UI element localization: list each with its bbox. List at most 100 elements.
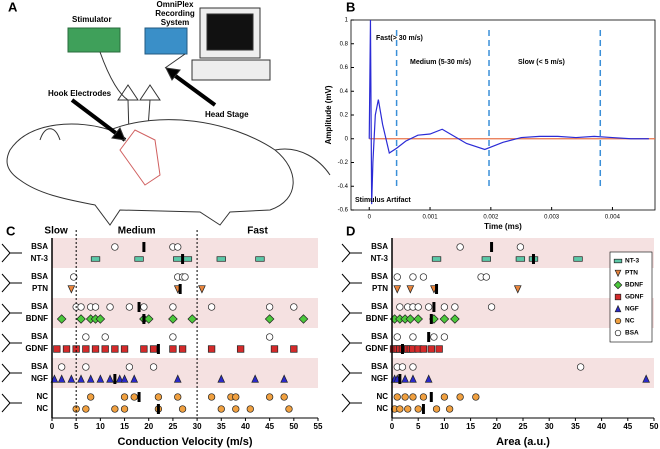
label: Stimulator xyxy=(72,15,112,24)
point xyxy=(232,393,240,401)
row-label: NC xyxy=(36,404,48,413)
point xyxy=(216,256,226,262)
point xyxy=(409,363,417,371)
point xyxy=(140,303,148,311)
median xyxy=(432,302,436,312)
point xyxy=(178,405,187,413)
point xyxy=(56,314,67,324)
point xyxy=(642,374,650,383)
point xyxy=(62,345,71,353)
point xyxy=(95,314,106,324)
x-tick-label: 50 xyxy=(289,422,298,431)
point xyxy=(393,273,401,281)
point xyxy=(57,374,66,383)
median xyxy=(398,374,402,384)
row-label: BSA xyxy=(371,362,388,371)
row-band xyxy=(392,358,654,388)
point xyxy=(169,345,177,353)
row-label: BSA xyxy=(31,242,48,251)
median xyxy=(178,284,182,294)
point xyxy=(265,393,274,401)
x-tick-label: 0.002 xyxy=(483,215,499,221)
point xyxy=(187,314,198,324)
y-tick-label: 0.6 xyxy=(340,65,349,71)
nerve-glyph xyxy=(1,303,22,323)
x-tick-label: 10 xyxy=(96,422,105,431)
median xyxy=(113,374,117,384)
legend-marker xyxy=(614,269,622,278)
label: Hook Electrodes xyxy=(48,89,112,98)
point xyxy=(481,256,491,262)
nerve-glyph xyxy=(341,333,362,353)
point xyxy=(120,405,129,413)
median xyxy=(427,332,431,342)
legend-label: BDNF xyxy=(625,282,643,289)
point xyxy=(169,303,177,311)
point xyxy=(130,393,138,401)
legend-marker xyxy=(614,317,622,325)
point xyxy=(515,256,526,262)
x-tick-label: 0 xyxy=(390,422,395,431)
median xyxy=(142,314,146,324)
point xyxy=(169,333,177,341)
y-tick-label: 1 xyxy=(345,18,349,24)
point xyxy=(111,243,119,251)
label: Head Stage xyxy=(205,110,249,119)
x-tick-label: 25 xyxy=(519,422,528,431)
row-label: BDNF xyxy=(366,314,388,323)
point xyxy=(182,256,193,262)
y-tick-label: 0.4 xyxy=(340,89,349,95)
stimulator-box xyxy=(67,27,121,53)
median xyxy=(429,392,433,402)
x-tick-label: 20 xyxy=(492,422,501,431)
nerve-glyph xyxy=(341,243,362,263)
row-label: BSA xyxy=(371,242,388,251)
row-label: GDNF xyxy=(365,344,388,353)
row-label: NT-3 xyxy=(31,254,49,263)
x-tick-label: 15 xyxy=(466,422,475,431)
median xyxy=(137,392,141,402)
point xyxy=(405,314,416,324)
row-label: PTN xyxy=(32,284,48,293)
row-band xyxy=(52,358,318,388)
x-tick-label: 35 xyxy=(217,422,226,431)
point xyxy=(77,374,85,383)
point xyxy=(198,285,206,294)
point xyxy=(432,405,441,413)
point xyxy=(456,243,464,251)
recorder-box xyxy=(144,27,188,55)
point xyxy=(450,314,460,324)
point xyxy=(50,374,59,383)
point xyxy=(456,393,464,401)
point xyxy=(393,393,401,401)
panel-label: D xyxy=(346,223,355,238)
arrowhead xyxy=(165,67,181,81)
point xyxy=(96,374,105,383)
row-label: NC xyxy=(376,392,388,401)
median xyxy=(137,302,141,312)
panel-label: B xyxy=(346,0,355,14)
x-tick-label: 55 xyxy=(314,422,323,431)
point xyxy=(431,256,442,262)
rat-tail xyxy=(274,148,331,176)
point xyxy=(58,363,66,371)
x-tick-label: 0.003 xyxy=(544,215,560,221)
arrow xyxy=(168,70,217,107)
median xyxy=(181,254,185,264)
y-tick-label: 0.8 xyxy=(340,41,349,47)
x-tick-label: 5 xyxy=(74,422,79,431)
point xyxy=(440,303,449,311)
point xyxy=(451,303,459,311)
x-tick-label: 5 xyxy=(416,422,421,431)
panel-label: A xyxy=(8,0,18,14)
legend-label: PTN xyxy=(625,270,638,277)
median xyxy=(142,242,146,252)
point xyxy=(82,345,90,353)
nerve-glyph xyxy=(1,243,22,263)
point xyxy=(173,256,183,262)
point xyxy=(67,285,76,294)
point xyxy=(280,374,288,383)
median xyxy=(400,344,404,354)
nerve-glyph xyxy=(1,333,22,353)
